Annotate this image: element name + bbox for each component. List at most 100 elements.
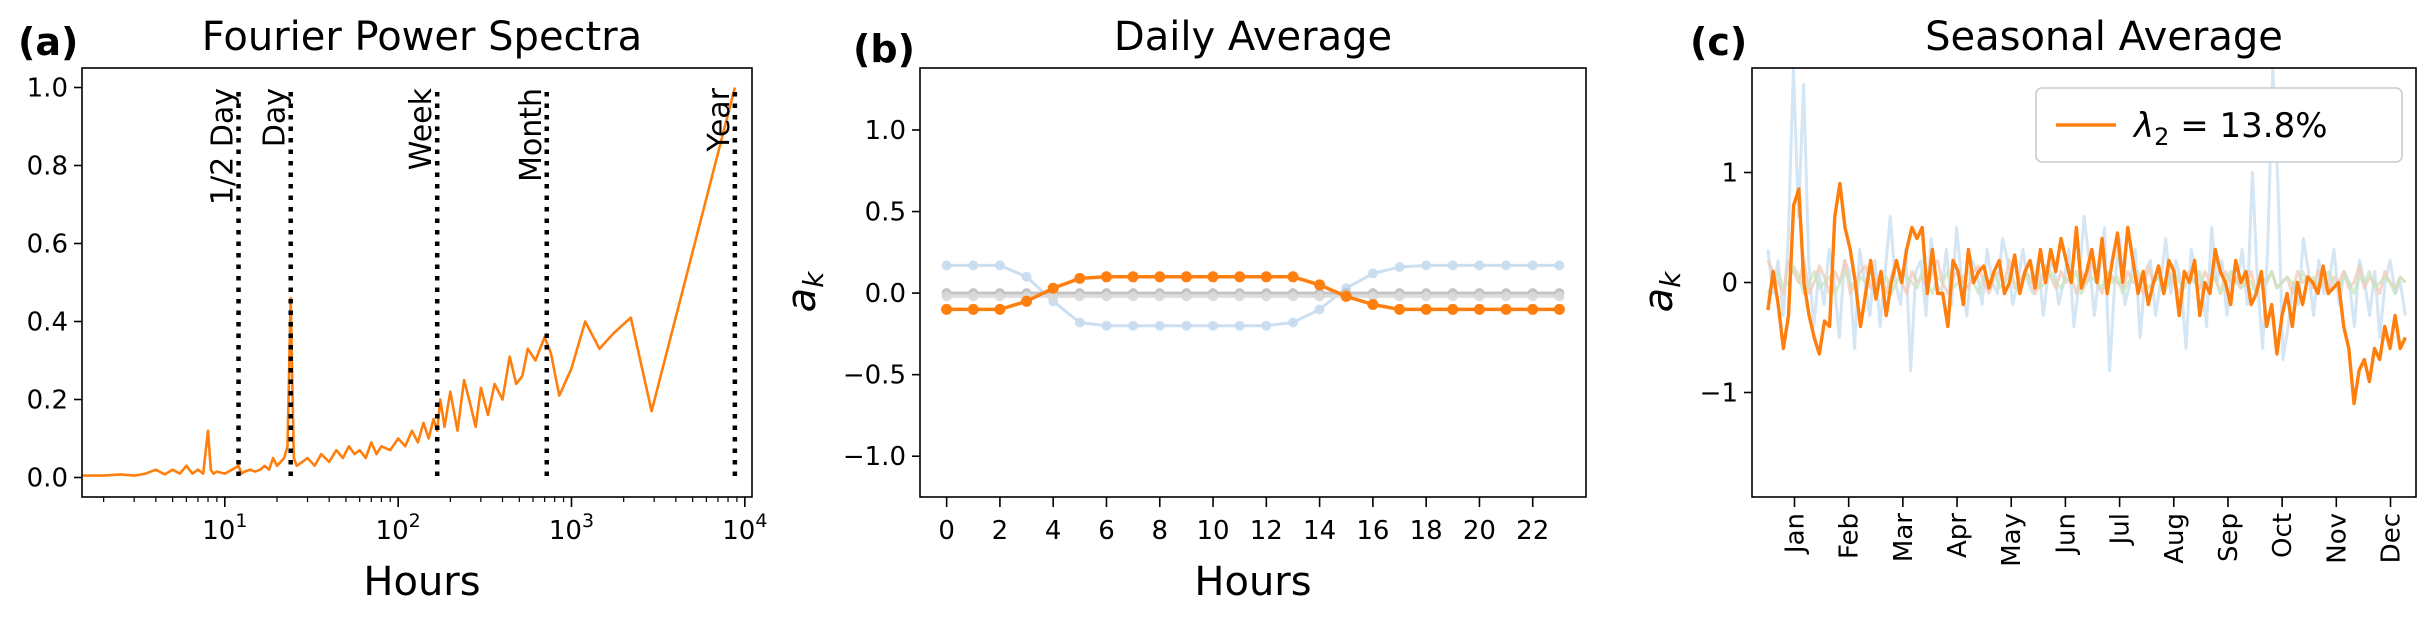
daily-series-3-point-6 <box>1101 291 1112 302</box>
x-tick-label-b-7: 14 <box>1303 516 1336 546</box>
daily-series-1-point-19 <box>1447 260 1458 271</box>
x-tick-label-c-8: Sep <box>2214 513 2244 562</box>
daily-series-1-point-8 <box>1154 320 1165 331</box>
daily-series-3-point-1 <box>968 291 979 302</box>
y-tick-label-b-3: −0.5 <box>843 361 906 391</box>
y-tick-label-c-1: 0 <box>1721 269 1738 299</box>
chart-title-a: Fourier Power Spectra <box>202 14 642 60</box>
daily-series-3-point-20 <box>1474 291 1485 302</box>
plot-area-c: 1 0 −1 Jan Feb Mar Apr May Jun Jul Aug Sep Oct Nov Dec… <box>1700 67 2417 567</box>
x-tick-label-c-6: Jul <box>2106 513 2136 546</box>
daily-series-1-point-18 <box>1421 260 1432 271</box>
daily-series-1-point-23 <box>1554 260 1565 271</box>
y-tick-label-a-3: 0.6 <box>27 230 68 260</box>
daily-series-0-point-20 <box>1473 303 1485 315</box>
daily-series-0-point-21 <box>1500 303 1512 315</box>
daily-series-0-point-5 <box>1074 272 1086 284</box>
chart-title-b: Daily Average <box>1114 14 1392 60</box>
daily-series-1-point-21 <box>1501 260 1512 271</box>
y-tick-label-b-0: 1.0 <box>865 116 906 146</box>
x-tick-label-b-4: 8 <box>1151 516 1168 546</box>
y-tick-label-b-1: 0.5 <box>865 198 906 228</box>
daily-series-0-point-16 <box>1367 299 1379 310</box>
x-tick-label-c-7: Aug <box>2160 513 2190 564</box>
x-tick-label-b-1: 2 <box>992 516 1009 546</box>
panel-daily-average: (b) Daily Average 1.0 0.5 0.0 −0.5 −1.0 0 2 4 6 8… <box>779 14 1587 605</box>
daily-series-1-point-9 <box>1181 320 1192 331</box>
x-tick-label-c-11: Dec <box>2377 513 2407 563</box>
x-tick-label-b-10: 20 <box>1463 516 1496 546</box>
panel-seasonal-average: (c) Seasonal Average 1 0 −1 Jan Feb Mar Apr May… <box>1636 14 2417 567</box>
daily-series-1-point-2 <box>994 260 1005 271</box>
daily-series-3-point-22 <box>1527 291 1538 302</box>
daily-series-0-point-10 <box>1207 271 1219 283</box>
daily-series-3-point-21 <box>1501 291 1512 302</box>
daily-series-3-point-23 <box>1554 291 1565 302</box>
daily-series-1-point-7 <box>1128 320 1139 331</box>
daily-series-0-point-2 <box>994 303 1006 315</box>
x-tick-label-c-10: Nov <box>2322 513 2352 564</box>
y-tick-label-b-2: 0.0 <box>865 279 906 309</box>
daily-series-0-point-3 <box>1021 295 1033 307</box>
x-axis-label-a: Hours <box>363 559 480 605</box>
chart-title-c: Seasonal Average <box>1925 14 2283 60</box>
plot-frame-a <box>81 67 753 498</box>
daily-series-1-point-17 <box>1394 262 1405 272</box>
daily-series-0-point-23 <box>1553 303 1565 315</box>
daily-series-3-point-18 <box>1421 291 1432 302</box>
y-tick-label-a-5: 1.0 <box>27 74 68 104</box>
daily-series-3-point-5 <box>1074 291 1085 302</box>
x-tick-label-b-0: 0 <box>938 516 955 546</box>
daily-series-0-point-14 <box>1314 279 1326 291</box>
legend-box <box>2035 87 2403 163</box>
daily-series-0-point-9 <box>1180 271 1192 283</box>
daily-series-1-point-1 <box>968 260 979 271</box>
vline-label-3: Month <box>514 88 549 182</box>
x-tick-label-a-0: 101 <box>202 510 247 546</box>
daily-series-0-point-13 <box>1287 271 1299 283</box>
plot-area-a: 1/2 Day Day Week Month Year 0.0 0.2 0.4 0.6 0.8 1.… <box>27 67 767 546</box>
panel-label-b: (b) <box>853 27 915 71</box>
daily-series-0-point-17 <box>1394 303 1405 315</box>
x-tick-label-c-1: Feb <box>1835 513 1865 559</box>
x-tick-label-b-5: 10 <box>1196 516 1229 546</box>
y-axis-label-b: ak <box>779 270 830 313</box>
y-tick-label-a-0: 0.0 <box>27 464 68 494</box>
x-tick-label-a-3: 104 <box>722 510 767 546</box>
daily-series-0-point-11 <box>1234 271 1246 283</box>
panel-label-c: (c) <box>1690 20 1747 64</box>
daily-series-0-point-0 <box>941 303 953 315</box>
vline-label-2: Week <box>404 87 439 170</box>
daily-series-1-point-20 <box>1474 260 1485 271</box>
x-tick-label-c-4: May <box>1997 513 2027 567</box>
vline-label-0: 1/2 Day <box>206 88 241 205</box>
x-tick-label-c-0: Jan <box>1780 513 1810 555</box>
panel-label-a: (a) <box>18 20 78 64</box>
x-tick-label-a-1: 102 <box>376 510 421 546</box>
x-tick-label-c-3: Apr <box>1943 513 1973 558</box>
daily-series-3-point-4 <box>1048 291 1059 302</box>
daily-series-3-point-10 <box>1208 291 1218 302</box>
daily-series-3-point-17 <box>1394 291 1405 302</box>
daily-series-0-point-19 <box>1447 303 1459 315</box>
x-tick-label-b-3: 6 <box>1098 516 1115 546</box>
daily-series-3-point-9 <box>1181 291 1192 302</box>
daily-series-1-point-14 <box>1314 304 1325 315</box>
daily-series-1-point-16 <box>1367 268 1378 279</box>
daily-series-3-point-12 <box>1261 291 1272 302</box>
daily-series-3-point-13 <box>1288 291 1298 302</box>
daily-series-0-point-8 <box>1154 271 1166 283</box>
daily-series-1-point-5 <box>1074 317 1085 328</box>
daily-series-3-point-16 <box>1367 291 1378 302</box>
x-tick-label-a-2: 103 <box>549 510 594 546</box>
y-tick-label-c-0: 1 <box>1721 159 1738 189</box>
y-tick-label-c-2: −1 <box>1700 379 1738 409</box>
daily-series-0-point-18 <box>1420 303 1432 315</box>
panel-fourier-power-spectra: (a) Fourier Power Spectra 1/2 Day Day Week… <box>18 14 767 605</box>
seasonal-lines <box>1766 68 2407 406</box>
daily-series-0-point-15 <box>1340 290 1352 302</box>
x-tick-label-b-8: 16 <box>1356 516 1389 546</box>
daily-series-3-point-14 <box>1314 291 1325 302</box>
daily-series-1-point-0 <box>941 260 952 271</box>
daily-series-3-point-19 <box>1447 291 1458 302</box>
